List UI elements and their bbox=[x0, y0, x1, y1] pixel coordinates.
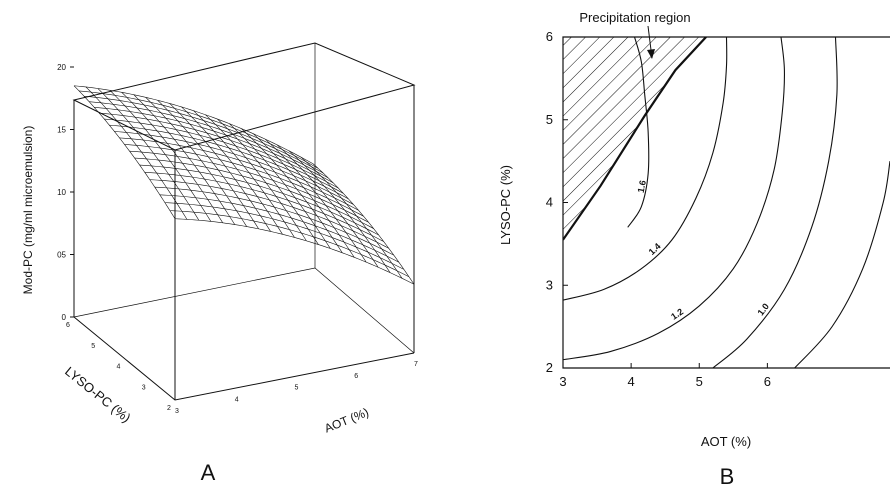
x-tick-label-b: 6 bbox=[764, 374, 771, 389]
y-tick-label-b: 5 bbox=[546, 112, 553, 127]
surface-line-lyso bbox=[73, 85, 314, 165]
box-bottom-front bbox=[73, 316, 415, 401]
surface-line-aot bbox=[109, 90, 212, 222]
z-tick-label: 10 bbox=[57, 188, 66, 197]
contour-line bbox=[563, 37, 728, 301]
z-axis-label: Mod-PC (mg/ml microemulsion) bbox=[21, 126, 35, 295]
surface-line-aot bbox=[205, 114, 307, 242]
surface-line-lyso bbox=[79, 90, 319, 169]
contour-line bbox=[712, 37, 838, 368]
x-tick-label-b: 5 bbox=[696, 374, 703, 389]
annotation-arrowhead bbox=[647, 49, 655, 59]
surface-mesh bbox=[73, 85, 415, 285]
z-tick-label: 0 bbox=[62, 313, 67, 322]
contour-line bbox=[627, 37, 650, 228]
y-tick-label-b: 6 bbox=[546, 29, 553, 44]
y-axis-label-b: LYSO-PC (%) bbox=[498, 165, 513, 245]
x-tick-label-a: 7 bbox=[414, 361, 418, 368]
y-tick-label-a: 2 bbox=[167, 405, 171, 412]
surface-line-lyso bbox=[99, 112, 339, 189]
panel-label-a: A bbox=[201, 460, 216, 485]
surface-line-lyso bbox=[104, 118, 344, 194]
contour-labels: 1.6 1.4 1.2 1.0 bbox=[636, 179, 771, 321]
surface-line-lyso bbox=[174, 218, 415, 285]
surface-line-aot bbox=[241, 128, 343, 253]
contour-line bbox=[794, 161, 890, 368]
surface-line-aot bbox=[85, 86, 188, 220]
y-tick-label-b: 4 bbox=[546, 195, 553, 210]
y-tick-label-b: 2 bbox=[546, 360, 553, 375]
surface-line-aot bbox=[217, 118, 319, 245]
x-tick-label-a: 5 bbox=[295, 385, 299, 392]
contour-level-label: 1.0 bbox=[756, 301, 772, 317]
panel-label-b: B bbox=[720, 464, 735, 489]
surface-line-lyso bbox=[124, 144, 364, 217]
surface-line-lyso bbox=[84, 95, 324, 174]
surface-line-lyso bbox=[109, 124, 349, 200]
surface-line-lyso bbox=[114, 131, 354, 205]
z-tick-label: 15 bbox=[57, 126, 66, 135]
x-tick-label-b: 3 bbox=[559, 374, 566, 389]
y-tick-label-a: 3 bbox=[142, 384, 146, 391]
z-tick-label: 20 bbox=[57, 63, 66, 72]
contour-lines bbox=[563, 37, 890, 368]
y-tick-label-b: 3 bbox=[546, 277, 553, 292]
x-tick-label-a: 4 bbox=[235, 396, 239, 403]
contour-level-label: 1.2 bbox=[669, 306, 685, 321]
x-tick-label-a: 3 bbox=[175, 408, 179, 415]
precipitation-annotation: Precipitation region bbox=[579, 10, 690, 25]
surface-line-lyso bbox=[169, 210, 410, 278]
surface-line-aot bbox=[264, 138, 367, 263]
box-top-face bbox=[72, 42, 416, 151]
contour-level-label: 1.6 bbox=[636, 179, 648, 193]
x-tick-label-b: 4 bbox=[628, 374, 635, 389]
surface-line-aot bbox=[229, 123, 331, 249]
precipitation-boundary bbox=[563, 37, 707, 241]
surface-line-aot bbox=[253, 133, 355, 258]
y-tick-label-a: 4 bbox=[117, 364, 121, 371]
x-axis-label-b: AOT (%) bbox=[701, 434, 751, 449]
surface-line-aot bbox=[300, 156, 403, 279]
contour-line bbox=[563, 37, 786, 361]
y-tick-label-a: 6 bbox=[66, 322, 70, 329]
surface-line-lyso bbox=[94, 107, 334, 184]
surface-line-lyso bbox=[119, 137, 359, 211]
surface-line-aot bbox=[312, 163, 415, 285]
precipitation-region bbox=[563, 37, 707, 240]
x-axis-label-a: AOT (%) bbox=[322, 405, 370, 435]
y-tick-label-a: 5 bbox=[91, 343, 95, 350]
surface-line-aot bbox=[276, 144, 379, 268]
y-axis-label-a: LYSO-PC (%) bbox=[62, 364, 134, 426]
box-bottom-back bbox=[73, 267, 415, 354]
surface-line-aot bbox=[288, 150, 391, 273]
contour-level-label: 1.4 bbox=[647, 241, 663, 257]
surface-line-lyso bbox=[89, 101, 329, 179]
surface-line-aot bbox=[97, 88, 200, 221]
z-tick-label: 05 bbox=[57, 251, 66, 260]
x-tick-label-a: 6 bbox=[354, 373, 358, 380]
